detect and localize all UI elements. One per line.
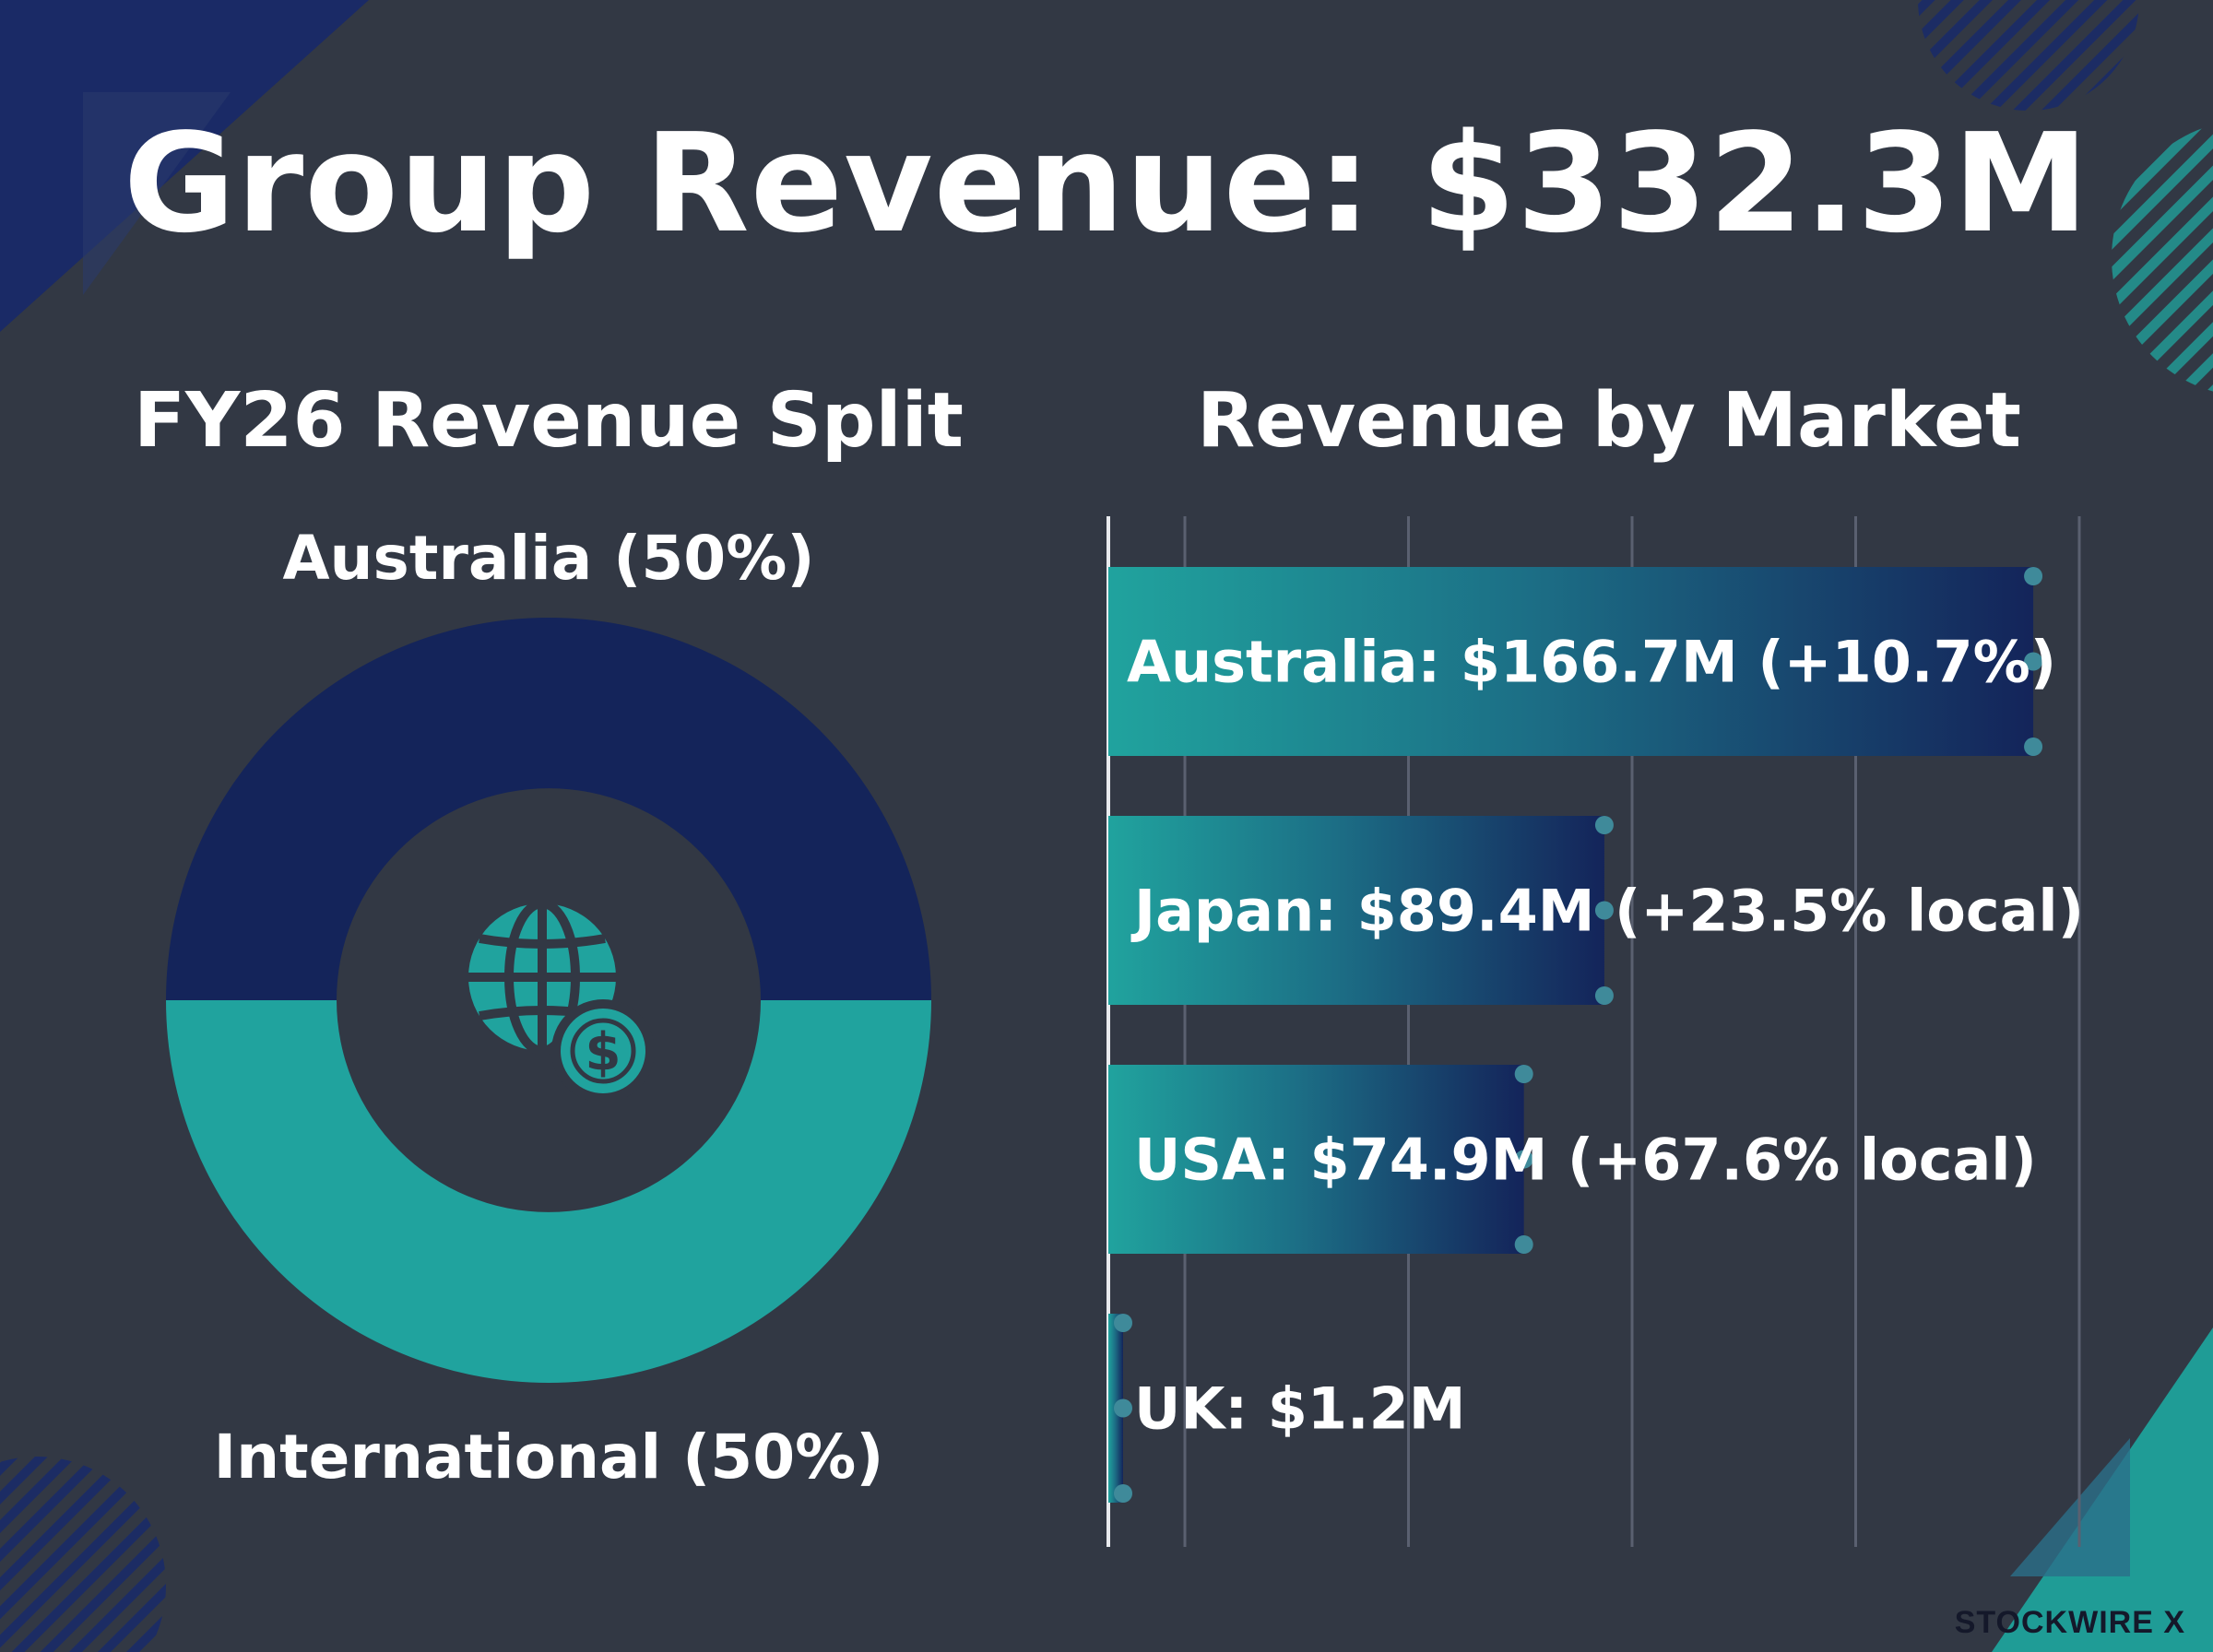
bar-end-dot: [1114, 1484, 1132, 1503]
bar-end-dot: [2024, 652, 2043, 671]
bar-end-dot: [1594, 986, 1614, 1005]
bar-label-uk: UK: $1.2M: [1134, 1375, 1465, 1443]
striped-circle-right: [2112, 124, 2213, 392]
bar-end-dot: [1514, 1150, 1533, 1169]
bar-japan: [1108, 816, 1604, 1005]
bar-label-usa: USA: $74.9M (+67.6% local): [1134, 1127, 2037, 1194]
donut-slice-australia: [166, 618, 931, 1000]
bar-label-australia: Australia: $166.7M (+10.7%): [1127, 629, 2056, 696]
bar-end-dot: [2024, 738, 2043, 756]
bar-end-dot: [1514, 1235, 1533, 1254]
striped-circle-top-right: [1918, 0, 2139, 111]
page-title: Group Revenue: $332.3M: [123, 104, 2090, 263]
donut-label-international: International (50%): [213, 1422, 884, 1493]
bar-end-dot: [1114, 1398, 1132, 1418]
bar-end-dot: [1594, 816, 1614, 834]
bar-end-dot: [2024, 567, 2043, 585]
bar-end-dot: [1514, 1065, 1533, 1083]
svg-text:$: $: [586, 1022, 621, 1082]
bar-australia: [1108, 567, 2034, 756]
striped-circle-bottom-left: [0, 1457, 166, 1652]
donut-label-australia: Australia (50%): [282, 523, 815, 594]
bar-end-dot: [1594, 901, 1614, 920]
brand-logo: STOCKWIRE X: [1954, 1605, 2185, 1640]
bar-chart-title: Revenue by Market: [1197, 377, 2021, 465]
globe-dollar-icon: $: [468, 899, 655, 1103]
corner-shape-top-left-inner: [83, 92, 231, 295]
donut-chart: $: [166, 618, 931, 1383]
corner-shape-bottom-right-inner: [2010, 1438, 2130, 1576]
bar-label-japan: Japan: $89.4M (+23.5% local): [1130, 878, 2084, 945]
donut-slice-international: [166, 1000, 931, 1383]
donut-chart-title: FY26 Revenue Split: [134, 377, 964, 465]
bar-end-dot: [1114, 1314, 1132, 1332]
bar-usa: [1108, 1065, 1524, 1254]
